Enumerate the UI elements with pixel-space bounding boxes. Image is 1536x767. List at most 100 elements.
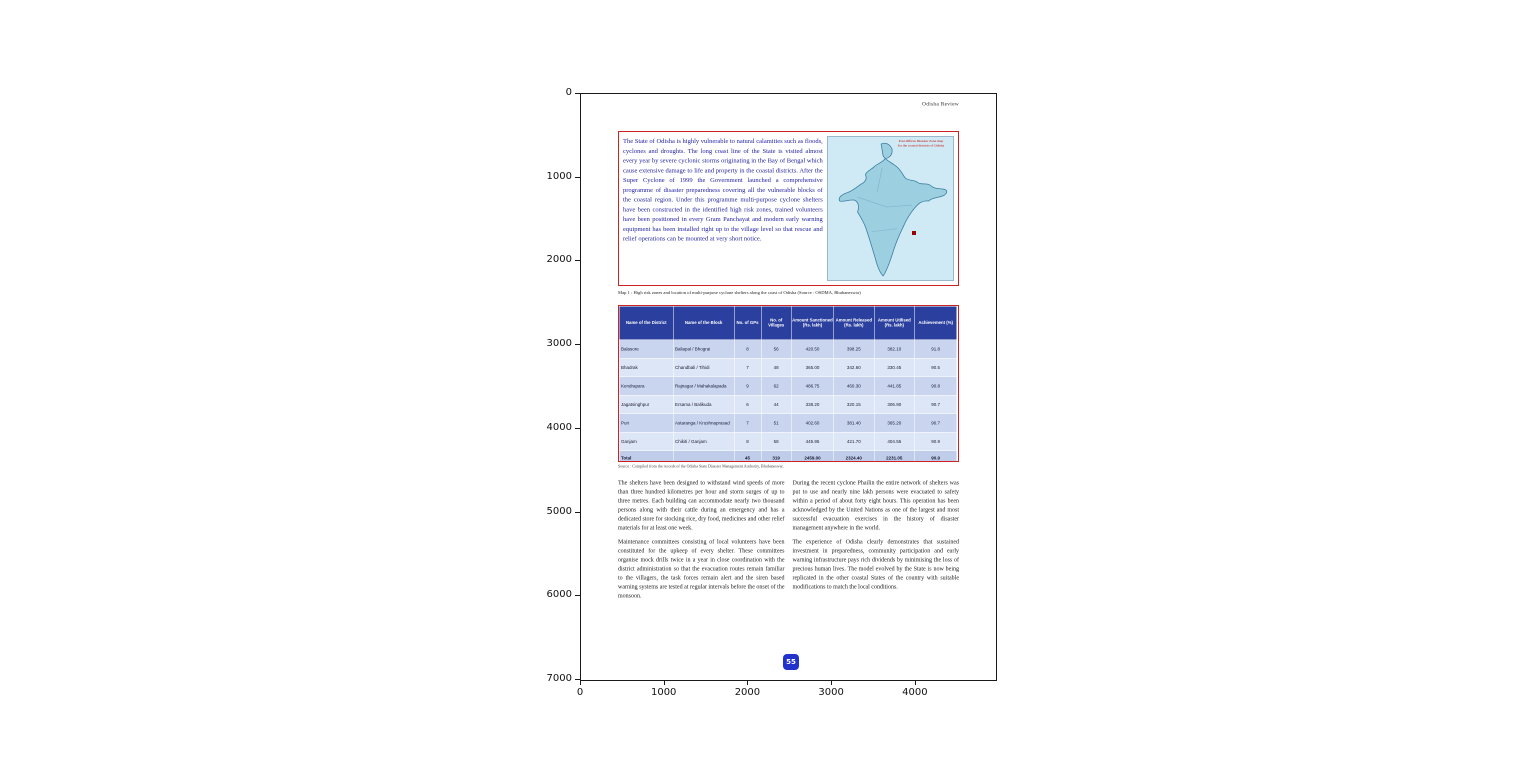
x-tick-label: 2000	[734, 687, 761, 698]
table-cell: 342.60	[833, 358, 875, 377]
table-header-cell: Amount Sanctioned (Rs. lakh)	[791, 306, 834, 340]
x-tick-label: 1000	[650, 687, 677, 698]
table-cell: 90.9	[914, 432, 958, 451]
page-header: Odisha Review	[811, 101, 959, 111]
table-row: Kendrapara Rajnagar / Mahakalapada 9 62 486.…	[619, 376, 958, 396]
map-title: Post Offices Disaster Zone map for the c…	[890, 139, 952, 157]
table-cell: 8	[733, 339, 762, 359]
high-risk-zone-marker-icon	[911, 231, 916, 235]
y-tick-mark	[575, 511, 580, 513]
table-cell: Ersama / Balikuda	[673, 395, 735, 414]
plot-axes: Odisha Review The State of Odisha is hig…	[580, 93, 997, 681]
table-cell: 9	[733, 376, 762, 396]
x-tick-mark	[914, 680, 916, 685]
table-cell: 7	[733, 358, 762, 377]
table-cell: 365.00	[791, 358, 834, 377]
table-cell: Rajnagar / Mahakalapada	[673, 376, 735, 396]
y-tick-label: 7000	[546, 673, 572, 684]
y-tick-mark	[575, 679, 580, 680]
table-cell: 62	[760, 376, 792, 396]
table-cell: 6	[733, 395, 762, 414]
x-tick-mark	[663, 680, 665, 685]
table-header-cell: Achievement (%)	[914, 306, 958, 340]
table-source: Source : Compiled from the records of th…	[618, 464, 959, 472]
table-cell: 460.30	[833, 376, 875, 396]
table-cell: 420.50	[791, 339, 834, 359]
table-cell: 445.95	[791, 432, 834, 451]
table-cell: 338.20	[791, 395, 834, 414]
table-cell: 90.8	[914, 376, 958, 396]
x-tick-mark	[747, 680, 749, 685]
y-tick-label: 2000	[546, 254, 572, 266]
y-tick-label: 0	[565, 87, 572, 98]
table-cell: Ganjam	[619, 432, 674, 451]
table-cell: 398.25	[833, 339, 875, 359]
table-cell: 486.75	[791, 376, 834, 396]
body-paragraph: The experience of Odisha clearly demonst…	[792, 538, 960, 590]
table-cell: 44	[760, 395, 792, 414]
y-tick-label: 6000	[546, 589, 572, 601]
body-column-right: During the recent cyclone Phailin the en…	[793, 478, 960, 605]
table-cell: Puri	[619, 413, 674, 433]
body-paragraph: Maintenance committees consisting of loc…	[618, 538, 785, 599]
table-cell: 330.45	[873, 358, 915, 377]
table-cell: 90.5	[914, 358, 958, 377]
y-tick-mark	[575, 176, 580, 178]
table-row: Balasore Baliapal / Bhograi 8 56 420.50 398.2…	[619, 339, 958, 359]
x-tick-label: 0	[576, 687, 584, 698]
y-tick-label: 3000	[546, 338, 572, 350]
y-tick-mark	[575, 344, 580, 346]
table-cell: Balasore	[619, 339, 674, 359]
table-cell: 365.20	[873, 413, 915, 433]
y-tick-label: 5000	[546, 505, 572, 517]
table-total-cell: 2459.00	[791, 450, 834, 461]
intro-box: The State of Odisha is highly vulnerable…	[618, 131, 959, 286]
table-row: Jagatsinghpur Ersama / Balikuda 6 44 338.20 3…	[619, 395, 958, 414]
table-cell: 402.60	[791, 413, 834, 433]
x-tick-label: 3000	[818, 687, 844, 698]
table-header-cell: Name of the Block	[673, 306, 735, 340]
table-header-cell: No. of Villages	[760, 306, 792, 340]
map-caption: Map 1 : High risk zones and location of …	[618, 290, 959, 300]
table-header-cell: No. of GPs	[733, 306, 762, 340]
table-row: Ganjam Chikiti / Ganjam 8 58 445.95 421.70 404…	[619, 432, 958, 451]
table-row: Puri Astaranga / Krushnaprasad 7 51 402.60 38…	[619, 413, 958, 433]
page-header-text: Odisha Review	[921, 101, 959, 107]
table-cell: Kendrapara	[619, 376, 674, 396]
table-cell: 48	[760, 358, 792, 377]
table-cell: 51	[760, 413, 792, 433]
table-cell: Astaranga / Krushnaprasad	[673, 413, 735, 433]
table-total-cell: Total	[619, 450, 674, 461]
map-title-line1: Post Offices Disaster Zone map	[898, 139, 944, 143]
table-header-row: Name of the District Name of the Block No.…	[619, 306, 958, 340]
table-total-cell: 90.9	[914, 450, 958, 461]
y-tick-label: 4000	[546, 421, 572, 433]
table-cell: 90.7	[914, 413, 958, 433]
table-header-cell: Name of the District	[619, 306, 674, 340]
table-cell: Chandbali / Tihidi	[673, 358, 735, 377]
body-paragraph: During the recent cyclone Phailin the en…	[792, 479, 960, 531]
table-cell: 90.7	[914, 395, 958, 414]
table-cell: 404.55	[873, 432, 915, 451]
page-number-badge: 55	[783, 654, 799, 670]
y-tick-mark	[575, 427, 580, 429]
india-map-graphic	[838, 142, 947, 277]
body-column-left: The shelters have been designed to withs…	[618, 478, 785, 605]
map-caption-text: Map 1 : High risk zones and location of …	[618, 290, 861, 295]
body-text: The shelters have been designed to withs…	[618, 478, 959, 646]
map-title-line2: for the coastal districts of Odisha	[897, 143, 945, 148]
table-cell: Chikiti / Ganjam	[673, 432, 735, 451]
table-cell: 381.40	[833, 413, 875, 433]
table-cell: 7	[733, 413, 762, 433]
table-total-cell: 45	[733, 450, 762, 461]
intro-paragraph-text: The State of Odisha is highly vulnerable…	[623, 137, 823, 242]
table-source-text: Source : Compiled from the records of th…	[618, 464, 784, 469]
x-tick-label: 4000	[902, 687, 928, 698]
table-cell: 441.85	[873, 376, 915, 396]
table-cell: 91.8	[914, 339, 958, 359]
data-table: Name of the District Name of the Block No.…	[619, 306, 958, 461]
x-tick-mark	[580, 680, 581, 685]
table-cell: 320.15	[833, 395, 875, 414]
body-paragraph: The shelters have been designed to withs…	[618, 479, 785, 531]
